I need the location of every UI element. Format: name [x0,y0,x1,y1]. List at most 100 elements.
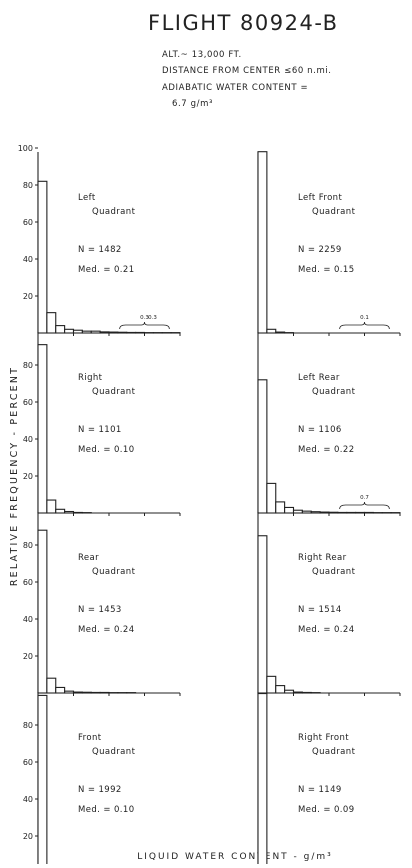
y-tick-label: 40 [23,435,33,444]
histogram-bar [258,694,267,864]
panel-name-2: Quadrant [92,747,136,757]
panel-name: Left [78,193,96,203]
histogram-bar [47,678,56,693]
histogram-bar [365,512,374,513]
y-tick-label: 80 [23,541,33,550]
histogram-bar [65,329,74,333]
median-value: Med. = 0.24 [78,625,135,635]
histogram-bar [91,692,100,693]
histogram-bar [258,152,267,333]
median-value: Med. = 0.10 [78,805,135,815]
median-value: Med. = 0.21 [78,265,135,275]
histogram-bar [82,331,91,333]
y-tick-label: 20 [23,832,33,841]
median-value: Med. = 0.10 [78,445,135,455]
histogram-bar [320,512,329,513]
histogram-bar [276,686,285,693]
sample-count: N = 1514 [298,605,342,615]
histogram-bar [276,332,285,333]
panel-name: Left Front [298,193,342,203]
annotation-label: 0.3 [148,315,157,321]
y-tick-label: 40 [23,795,33,804]
annotation-brace [120,322,170,329]
histogram-bar [338,512,347,513]
y-tick-label: 40 [23,615,33,624]
median-value: Med. = 0.24 [298,625,355,635]
histogram-bar [127,332,136,333]
chart-panel: 0.1 Left Front Quadrant N = 2259 Med. = 0.15 [258,152,400,336]
annotation-brace [340,322,390,329]
sample-count: N = 2259 [298,245,342,255]
panel-name-2: Quadrant [92,567,136,577]
histogram-bar [91,331,100,333]
histogram-bar [276,502,285,513]
histogram-bar [74,692,83,693]
histogram-bar [118,332,127,333]
annotation-label: 0.7 [360,495,369,501]
panel-name-2: Quadrant [312,387,356,397]
histogram-bar [82,692,91,693]
median-value: Med. = 0.09 [298,805,355,815]
histogram-bar [74,330,83,333]
histogram-bar [47,500,56,513]
histogram-bar [38,345,47,513]
histogram-bar [347,512,356,513]
histogram-bar [56,509,65,513]
histogram-bar [267,329,276,333]
panel-name: Rear [78,553,99,563]
sample-count: N = 1482 [78,245,122,255]
sample-count: N = 1149 [298,785,342,795]
panel-name: Right [78,373,103,383]
adiabatic-value: 6.7 g/m³ [172,99,213,109]
histogram-bar [136,332,145,333]
panel-name-2: Quadrant [312,207,356,217]
histogram-bar [294,692,303,693]
histogram-bar [74,512,83,513]
histogram-bar [65,512,74,513]
panel-name-2: Quadrant [92,387,136,397]
histogram-bar [285,690,294,693]
histogram-bar [47,313,56,333]
y-tick-label: 20 [23,472,33,481]
histogram-bar [109,332,118,333]
histogram-bar [258,380,267,513]
median-value: Med. = 0.22 [298,445,355,455]
sample-count: N = 1101 [78,425,122,435]
adiabatic-note: ADIABATIC WATER CONTENT = [162,83,308,93]
histogram-bar [267,483,276,513]
y-tick-label: 80 [23,181,33,190]
panel-name-2: Quadrant [92,207,136,217]
panel-name: Right Front [298,733,349,743]
y-tick-label: 80 [23,361,33,370]
histogram-bar [329,512,338,513]
y-tick-label: 60 [23,758,33,767]
altitude-note: ALT.~ 13,000 FT. [162,50,242,60]
panel-name: Front [78,733,102,743]
distance-note: DISTANCE FROM CENTER ≤60 n.mi. [162,66,332,76]
histogram-bar [267,676,276,693]
histogram-bar [65,691,74,693]
y-tick-label: 40 [23,255,33,264]
y-axis-label: RELATIVE FREQUENCY - PERCENT [9,366,20,586]
histogram-bar [38,181,47,333]
median-value: Med. = 0.15 [298,265,355,275]
histogram-bar [302,511,311,513]
panel-name-2: Quadrant [312,567,356,577]
histogram-bar [56,687,65,693]
panel-name-2: Quadrant [312,747,356,757]
y-tick-label: 60 [23,218,33,227]
annotation-label: 0.1 [360,315,369,321]
sample-count: N = 1453 [78,605,122,615]
y-tick-label: 60 [23,578,33,587]
sample-count: N = 1106 [298,425,342,435]
histogram-bar [302,692,311,693]
histogram-bar [38,695,47,864]
